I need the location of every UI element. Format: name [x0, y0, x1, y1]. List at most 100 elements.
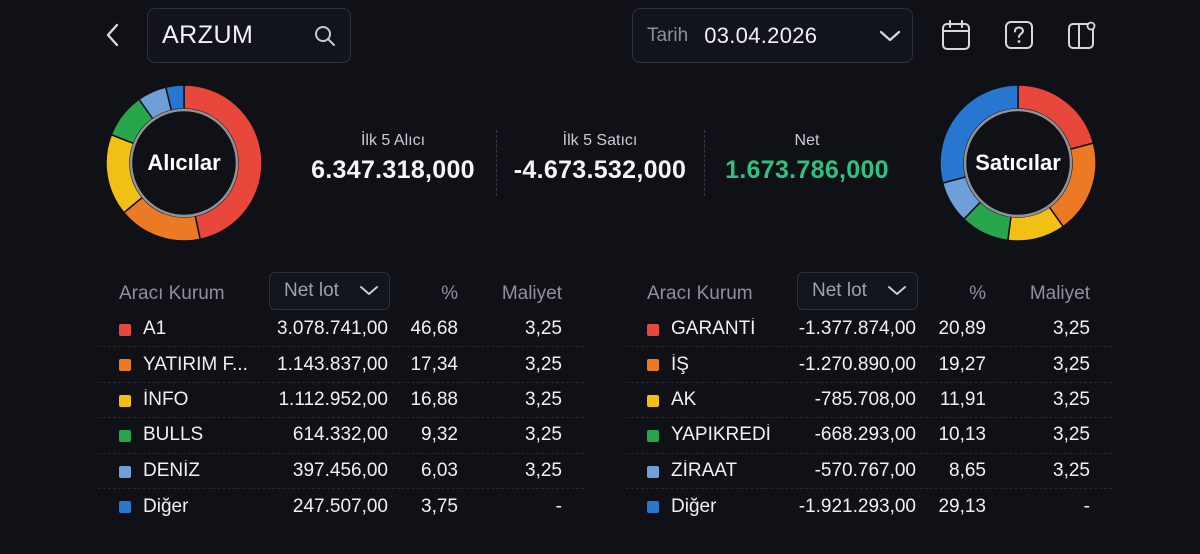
top5-sellers-value: -4.673.532,000	[513, 156, 687, 184]
net-value: 1.673.786,000	[725, 156, 889, 184]
net-lot-value: -570.767,00	[814, 459, 916, 481]
broker-name: Diğer	[671, 495, 717, 517]
divider	[496, 130, 497, 196]
legend-color-swatch	[119, 324, 131, 336]
chevron-down-icon	[888, 286, 906, 295]
buyers-table: Aracı Kurum Net lot % Maliyet A1 3.078.74…	[98, 272, 584, 524]
cost-value: 3,25	[1053, 388, 1090, 410]
broker-column-header: Aracı Kurum	[647, 283, 753, 304]
table-row[interactable]: DENİZ 397.456,00 6,03 3,25	[98, 454, 584, 489]
percent-value: 9,32	[421, 424, 458, 446]
legend-color-swatch	[647, 359, 659, 372]
chevron-left-icon	[106, 23, 119, 47]
search-icon[interactable]	[312, 23, 338, 49]
percent-value: 29,13	[938, 495, 986, 517]
chevron-down-icon[interactable]	[878, 29, 902, 43]
cost-value: 3,25	[525, 424, 562, 446]
sellers-donut-center	[963, 108, 1073, 218]
net-lot-select[interactable]: Net lot	[269, 272, 390, 310]
table-row[interactable]: Diğer 247.507,00 3,75 -	[98, 489, 584, 524]
legend-color-swatch	[119, 500, 131, 513]
cost-value: 3,25	[1053, 318, 1090, 340]
broker-name: GARANTİ	[671, 318, 756, 340]
top5-buyers-title: İlk 5 Alıcı	[360, 132, 426, 149]
net-lot-value: -785.708,00	[814, 388, 916, 410]
top5-sellers-title: İlk 5 Satıcı	[562, 132, 638, 149]
symbol-search-value[interactable]: ARZUM	[162, 21, 254, 49]
net-lot-value: 614.332,00	[292, 424, 388, 446]
table-row[interactable]: YAPIKREDİ -668.293,00 10,13 3,25	[626, 418, 1112, 454]
broker-name: İNFO	[143, 388, 189, 410]
buyers-donut-chart: Alıcılar	[95, 74, 273, 252]
net-lot-value: -1.921.293,00	[798, 495, 916, 517]
legend-color-swatch	[119, 465, 131, 478]
table-row[interactable]: BULLS 614.332,00 9,32 3,25	[98, 418, 584, 454]
date-value: 03.04.2026	[704, 22, 818, 48]
net-lot-select-value: Net lot	[812, 280, 867, 301]
top5-sellers-stat: İlk 5 Satıcı -4.673.532,000	[505, 132, 695, 185]
broker-name: ZİRAAT	[671, 459, 738, 481]
net-title: Net	[794, 132, 820, 149]
net-lot-select[interactable]: Net lot	[797, 272, 918, 310]
calendar-button[interactable]	[939, 17, 973, 53]
percent-value: 11,91	[939, 388, 986, 410]
sellers-table-header: Aracı Kurum Net lot % Maliyet	[626, 272, 1112, 312]
net-stat: Net 1.673.786,000	[712, 132, 902, 185]
date-label: Tarih	[647, 24, 689, 46]
net-lot-value: -1.377.874,00	[798, 318, 916, 340]
legend-color-swatch	[647, 324, 659, 336]
table-row[interactable]: GARANTİ -1.377.874,00 20,89 3,25	[626, 312, 1112, 348]
cost-value: -	[555, 495, 562, 517]
divider	[704, 130, 705, 196]
sellers-donut-chart: Satıcılar	[929, 74, 1107, 252]
table-row[interactable]: AK -785.708,00 11,91 3,25	[626, 383, 1112, 419]
broker-column-header: Aracı Kurum	[119, 283, 225, 304]
net-lot-value: 3.078.741,00	[277, 318, 388, 340]
back-button[interactable]	[98, 18, 128, 52]
table-row[interactable]: Diğer -1.921.293,00 29,13 -	[626, 489, 1112, 524]
sellers-donut-label: Satıcılar	[975, 150, 1061, 175]
percent-value: 10,13	[938, 424, 986, 446]
help-icon	[1005, 21, 1033, 49]
table-row[interactable]: ZİRAAT -570.767,00 8,65 3,25	[626, 454, 1112, 489]
net-lot-value: 1.143.837,00	[277, 353, 388, 375]
date-select[interactable]: Tarih 03.04.2026	[632, 8, 913, 63]
layout-settings-button[interactable]	[1065, 17, 1099, 53]
legend-color-swatch	[119, 394, 131, 407]
legend-color-swatch	[119, 430, 131, 443]
symbol-search-field[interactable]: ARZUM	[147, 8, 351, 63]
percent-value: 6,03	[421, 459, 458, 481]
buyers-table-header: Aracı Kurum Net lot % Maliyet	[98, 272, 584, 312]
legend-color-swatch	[647, 465, 659, 478]
legend-color-swatch	[647, 500, 659, 513]
percent-column-header: %	[969, 283, 986, 304]
percent-value: 20,89	[938, 318, 986, 340]
broker-name: Diğer	[143, 495, 189, 517]
cost-value: 3,25	[525, 318, 562, 340]
broker-name: YAPIKREDİ	[671, 424, 771, 446]
top5-buyers-value: 6.347.318,000	[311, 156, 475, 184]
buyers-donut-label: Alıcılar	[147, 150, 221, 175]
cost-value: 3,25	[525, 353, 562, 375]
net-lot-value: -668.293,00	[814, 424, 916, 446]
cost-column-header: Maliyet	[501, 283, 562, 304]
net-lot-value: 247.507,00	[292, 495, 388, 517]
legend-color-swatch	[647, 430, 659, 443]
percent-value: 16,88	[410, 388, 458, 410]
percent-value: 17,34	[410, 353, 458, 375]
help-button[interactable]	[1002, 17, 1036, 53]
percent-value: 8,65	[949, 459, 986, 481]
table-row[interactable]: İNFO 1.112.952,00 16,88 3,25	[98, 383, 584, 419]
table-row[interactable]: A1 3.078.741,00 46,68 3,25	[98, 312, 584, 348]
net-lot-value: 397.456,00	[292, 459, 388, 481]
legend-color-swatch	[647, 394, 659, 407]
chevron-down-icon	[360, 286, 378, 295]
broker-name: AK	[671, 388, 697, 410]
percent-value: 19,27	[938, 353, 986, 375]
net-lot-value: -1.270.890,00	[798, 353, 916, 375]
cost-value: 3,25	[525, 459, 562, 481]
net-lot-value: 1.112.952,00	[278, 388, 388, 410]
cost-value: 3,25	[525, 388, 562, 410]
table-row[interactable]: İŞ -1.270.890,00 19,27 3,25	[626, 347, 1112, 383]
table-row[interactable]: YATIRIM F... 1.143.837,00 17,34 3,25	[98, 347, 584, 383]
